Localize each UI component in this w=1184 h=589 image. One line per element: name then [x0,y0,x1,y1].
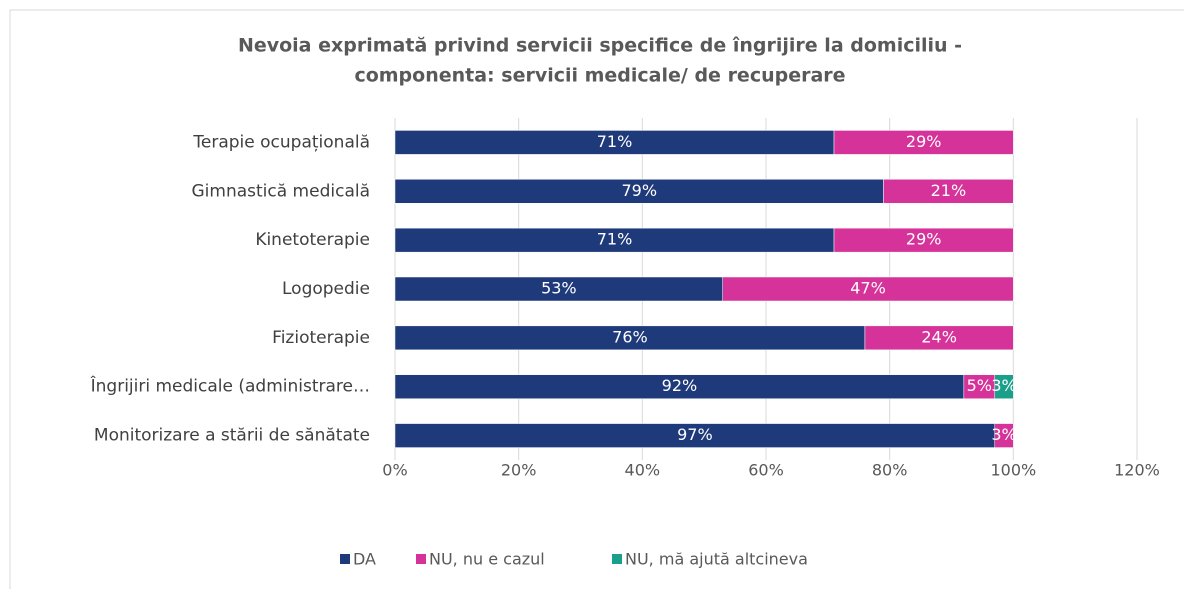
y-tick-label: Monitorizare a stării de sănătate [94,426,370,446]
value-label: 5% [967,376,992,395]
bar [994,423,1014,448]
x-tick-label: 80% [872,461,908,480]
x-tick-label: 0% [382,461,407,480]
bar [394,325,866,351]
value-label: 71% [597,132,633,151]
value-label: 24% [921,327,957,346]
value-label: 76% [612,327,648,346]
x-tick-label: 120% [1114,461,1160,480]
x-tick-label: 60% [748,461,784,480]
value-label: 92% [662,376,698,395]
bar [394,227,835,253]
bar [833,227,1014,253]
bar [394,276,723,302]
value-label: 97% [677,425,713,444]
value-label: 47% [850,279,886,298]
value-label: 29% [906,230,942,249]
value-label: 3% [991,425,1016,444]
x-tick-label: 100% [990,461,1036,480]
bar [994,374,1014,399]
chart-title: componenta: servicii medicale/ de recupe… [354,65,845,87]
bar [963,374,996,399]
y-tick-label: Terapie ocupațională [192,132,370,152]
legend-label: DA [353,550,376,569]
x-tick-label: 20% [501,461,537,480]
bar [833,130,1014,155]
y-tick-label: Logopedie [282,279,370,299]
x-tick-label: 40% [625,461,661,480]
value-label: 79% [621,181,657,200]
y-tick-label: Fizioterapie [272,328,370,348]
legend-swatch [416,554,426,564]
value-label: 21% [931,181,967,200]
chart-title: Nevoia exprimată privind servicii specif… [238,35,962,57]
y-tick-label: Kinetoterapie [255,230,370,250]
value-label: 3% [991,376,1016,395]
legend-swatch [340,554,350,564]
bar [883,179,1014,204]
value-label: 53% [541,279,577,298]
value-label: 29% [906,132,942,151]
y-tick-label: Îngrijiri medicale (administrare… [90,375,370,397]
value-label: 71% [597,230,633,249]
bar [394,130,835,155]
legend-label: NU, nu e cazul [429,550,545,569]
bar [394,374,965,399]
bar [864,325,1014,351]
legend-swatch [612,554,622,564]
bar [722,276,1014,302]
legend-label: NU, mă ajută altcineva [625,550,808,569]
y-tick-label: Gimnastică medicală [192,181,371,201]
bar [394,423,996,448]
